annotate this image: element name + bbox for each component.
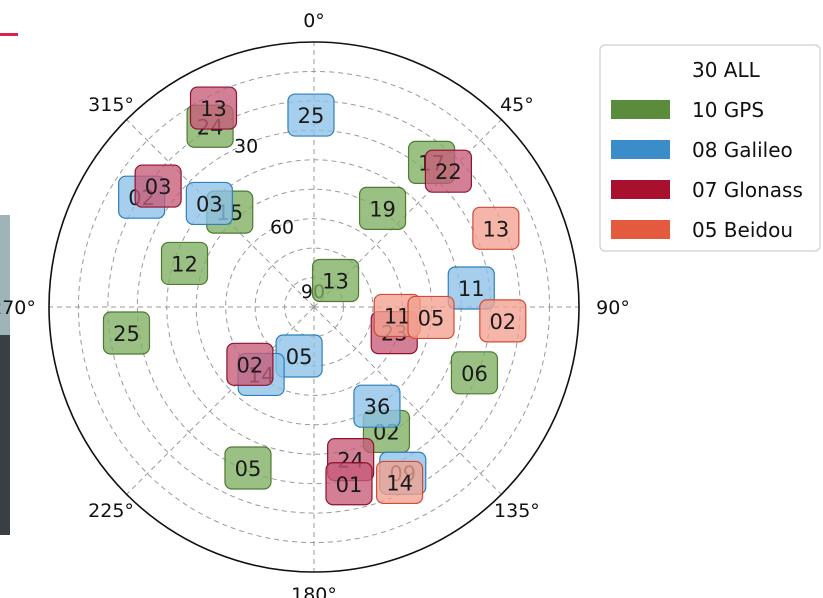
legend-entry: 30 ALL [692,58,761,82]
legend: 30 ALL 10 GPS 08 Galileo 07 Glonass 05 Beido… [599,44,821,252]
angle-label-180: 180° [291,584,337,598]
marker-label: 13 [482,217,509,241]
marker-beidou-02: 02 [479,299,527,343]
marker-glonass-03: 03 [134,164,182,208]
angular-axis-labels: 0° 45° 90° 135° 180° 225° 270° 315° [0,10,630,598]
marker-gps-12: 12 [160,241,209,286]
marker-box [325,462,373,506]
marker-label: 02 [489,310,516,334]
marker-label: 11 [458,277,485,301]
marker-label: 36 [364,395,391,419]
marker-box [224,446,272,490]
marker-gps-25: 25 [102,311,151,355]
marker-galileo-36: 36 [353,384,401,428]
marker-label: 05 [418,306,445,330]
legend-swatch [611,180,670,199]
marker-box [375,460,424,505]
outer-ring [48,41,580,573]
legend-entry: 10 GPS [692,98,764,122]
marker-label: 01 [336,473,363,497]
angle-label-135: 135° [494,500,540,522]
marker-label: 02 [237,353,264,377]
marker-beidou-14: 14 [375,460,424,505]
marker-box [185,181,233,226]
marker-glonass-13: 13 [189,86,238,130]
legend-swatch [611,220,670,239]
marker-label: 25 [113,322,140,346]
marker-gps-19: 19 [358,186,407,230]
angle-label-315: 315° [88,94,134,116]
angle-label-225: 225° [88,500,134,522]
marker-box [134,164,182,208]
marker-beidou-13: 13 [472,206,520,250]
marker-box [450,351,499,395]
marker-glonass-22: 22 [424,149,473,193]
marker-label: 13 [322,269,349,293]
marker-gps-05: 05 [224,446,272,490]
marker-box [160,241,209,286]
marker-box [353,384,401,428]
marker-glonass-01: 01 [325,462,373,506]
angle-label-90: 90° [596,297,630,319]
marker-box [472,206,520,250]
legend-swatch [611,100,670,119]
marker-label: 25 [298,104,325,128]
marker-box [226,342,274,386]
marker-box [424,149,473,193]
red-edge-mark [0,33,18,36]
marker-gps-13: 13 [311,258,360,303]
grid-spoke [126,306,315,495]
marker-label: 05 [286,345,313,369]
marker-label: 03 [196,192,223,216]
marker-galileo-05: 05 [275,334,323,378]
legend-swatch [611,140,670,159]
radial-tick-60: 60 [270,216,294,238]
legend-entry: 05 Beidou [692,218,793,242]
left-image-strip [0,215,10,535]
grid-spoke [313,119,502,308]
marker-label: 12 [171,252,198,276]
legend-entry: 08 Galileo [692,138,793,162]
angle-label-270: 270° [0,297,36,319]
polar-grid [48,41,580,573]
marker-label: 13 [200,97,227,121]
satellite-markers: 2417191512132506020525020311051436091303… [102,86,527,506]
marker-box [479,299,527,343]
marker-label: 19 [369,197,396,221]
marker-label: 06 [461,362,488,386]
radial-tick-30: 30 [234,136,258,158]
marker-box [189,86,238,130]
marker-label: 11 [384,304,411,328]
marker-box [102,311,151,355]
marker-galileo-11: 11 [447,266,495,310]
marker-box [447,266,495,310]
legend-entry: 07 Glonass [692,178,803,202]
marker-box [358,186,407,230]
marker-galileo-03: 03 [185,181,233,226]
marker-glonass-02: 02 [226,342,274,386]
legend-box [599,44,821,252]
marker-galileo-25: 25 [287,93,335,137]
marker-label: 14 [386,471,413,495]
grid-spoke [126,119,315,308]
marker-label: 03 [145,175,172,199]
marker-box [311,258,360,303]
marker-label: 22 [435,160,462,184]
marker-gps-06: 06 [450,351,499,395]
marker-beidou-05: 05 [407,295,455,340]
marker-box [407,295,455,340]
marker-box [287,93,335,137]
angle-label-0: 0° [303,10,325,32]
marker-label: 05 [235,457,262,481]
angle-label-45: 45° [500,94,534,116]
grid-spoke [313,306,502,495]
